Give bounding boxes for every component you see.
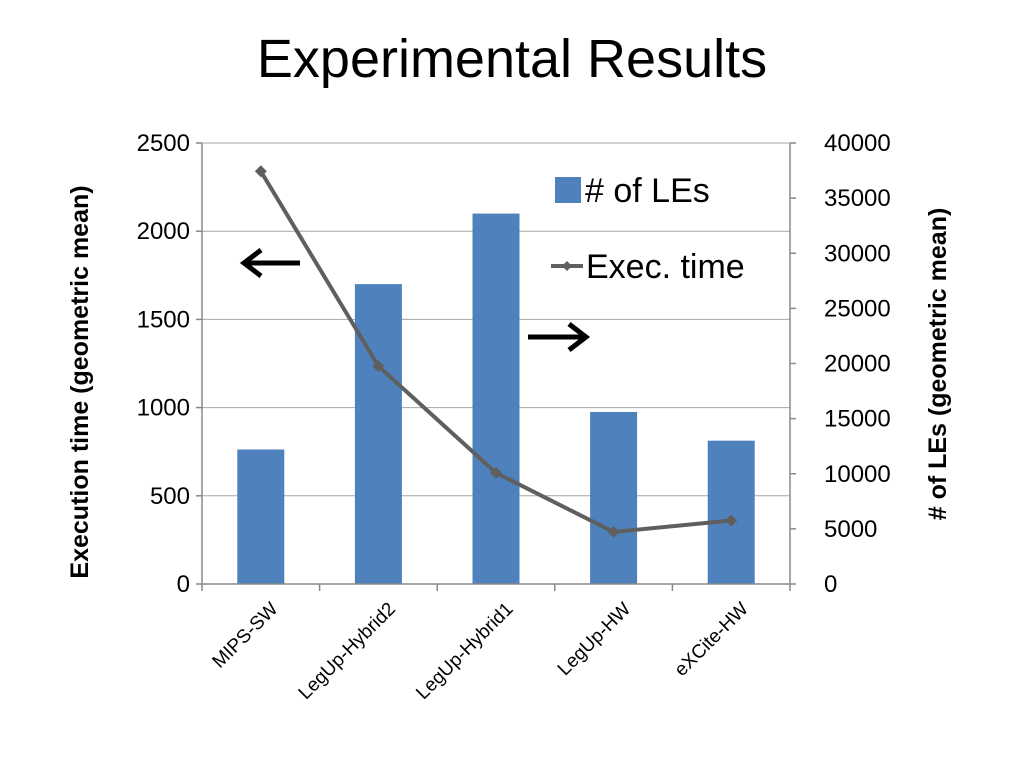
x-category-label: LegUp-Hybrid1 <box>412 599 517 704</box>
y-tick-label: 0 <box>177 571 190 598</box>
left-arrow-icon <box>239 248 300 278</box>
y-axis-title: Execution time (geometric mean) <box>66 185 94 578</box>
y2-tick-label: 35000 <box>824 185 891 212</box>
y2-tick-label: 0 <box>824 571 837 598</box>
line-point <box>254 165 267 178</box>
line-point <box>725 514 738 527</box>
y-tick-label: 2500 <box>137 130 190 157</box>
bar <box>707 440 755 584</box>
legend-line-label: Exec. time <box>586 248 745 286</box>
bar-series <box>237 213 755 584</box>
line-point <box>372 360 385 373</box>
y2-tick-label: 10000 <box>824 461 891 488</box>
x-category-label: LegUp-HW <box>554 599 635 680</box>
legend-line-marker <box>562 261 572 271</box>
line-point <box>490 466 502 479</box>
y-tick-label: 1500 <box>137 306 190 333</box>
bar <box>590 412 638 584</box>
line-point <box>607 525 620 538</box>
x-category-label: LegUp-Hybrid2 <box>295 599 400 704</box>
legend-bar-swatch <box>555 177 581 203</box>
y2-axis-title: # of LEs (geometric mean) <box>924 208 952 521</box>
axes <box>196 142 796 591</box>
y-tick-label: 2000 <box>137 218 190 245</box>
y-tick-label: 1000 <box>137 395 190 422</box>
y2-tick-label: 25000 <box>824 295 891 322</box>
y2-tick-label: 20000 <box>824 351 891 378</box>
right-arrow-icon <box>528 322 591 352</box>
x-category-label: MIPS-SW <box>209 599 283 673</box>
y2-tick-label: 5000 <box>824 516 877 543</box>
slide-title: Experimental Results <box>256 29 768 89</box>
x-category-label: eXCite-HW <box>671 599 753 681</box>
y-tick-label: 500 <box>150 483 190 510</box>
category-labels: MIPS-SW LegUp-Hybrid2 LegUp-Hybrid1 LegUp-H… <box>209 599 753 704</box>
legend-bar-label: # of LEs <box>585 172 710 210</box>
bar <box>354 284 402 584</box>
bar <box>472 213 520 584</box>
left-axis-ticks: 0 500 1000 1500 2000 2500 <box>137 130 190 598</box>
right-axis-ticks: 0 5000 10000 15000 20000 25000 30000 35000 40000 <box>824 130 891 598</box>
line-series <box>254 165 738 538</box>
bar <box>237 449 285 584</box>
y2-tick-label: 40000 <box>824 130 891 157</box>
legend: # of LEs Exec. time <box>551 172 745 286</box>
y2-tick-label: 15000 <box>824 406 891 433</box>
y2-tick-label: 30000 <box>824 240 891 267</box>
